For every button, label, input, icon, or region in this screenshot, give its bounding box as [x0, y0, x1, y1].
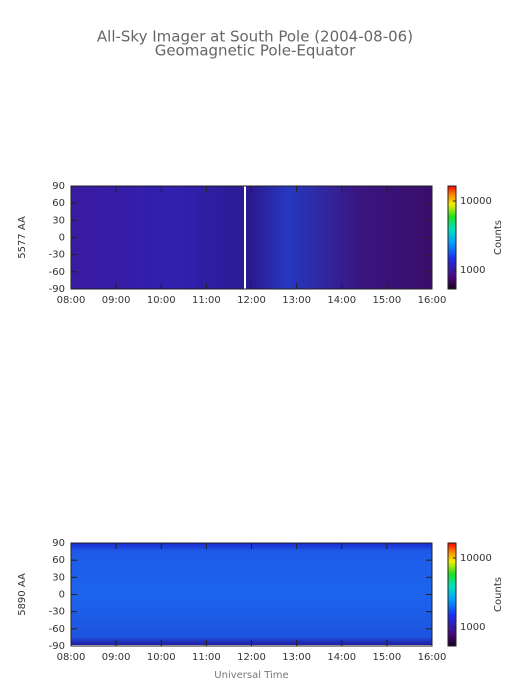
x-tick-label: 10:00: [147, 652, 176, 663]
colorbar-label: Counts: [493, 220, 504, 255]
colorbar-tick-label: 1000: [460, 265, 485, 276]
y-tick-label: -90: [49, 641, 65, 652]
colorbar-label: Counts: [493, 577, 504, 612]
chart-subtitle: Geomagnetic Pole-Equator: [155, 42, 356, 60]
keogram-image: [71, 543, 432, 645]
keogram-image: [71, 186, 432, 289]
x-tick-label: 11:00: [192, 295, 221, 306]
colorbar-tick-label: 1000: [460, 622, 485, 633]
y-tick-label: 60: [52, 555, 65, 566]
x-tick-label: 08:00: [57, 652, 86, 663]
y-tick-label: -60: [49, 624, 65, 635]
x-tick-label: 10:00: [147, 295, 176, 306]
x-tick-label: 13:00: [282, 652, 311, 663]
chart-title: All-Sky Imager at South Pole (2004-08-06…: [97, 28, 413, 46]
colorbar-tick-label: 10000: [460, 553, 492, 564]
x-axis-label: Universal Time: [214, 670, 288, 680]
x-tick-label: 15:00: [372, 295, 401, 306]
colorbar: [447, 185, 457, 290]
y-tick-label: 30: [52, 572, 65, 583]
x-tick-label: 09:00: [102, 652, 131, 663]
y-tick-label: 30: [52, 215, 65, 226]
data-gap: [244, 186, 246, 289]
colorbar-tick-label: 10000: [460, 196, 492, 207]
y-tick-label: -30: [49, 250, 65, 261]
x-tick-label: 14:00: [327, 652, 356, 663]
x-tick-label: 16:00: [418, 295, 447, 306]
x-tick-label: 14:00: [327, 295, 356, 306]
y-axis-label: 5577 AA: [17, 216, 28, 259]
x-tick-label: 16:00: [418, 652, 447, 663]
y-axis-label: 5890 AA: [17, 573, 28, 616]
x-tick-label: 12:00: [237, 652, 266, 663]
x-tick-label: 12:00: [237, 295, 266, 306]
colorbar: [447, 542, 457, 647]
y-tick-label: 0: [59, 233, 65, 244]
y-tick-label: 60: [52, 198, 65, 209]
y-tick-label: 90: [52, 181, 65, 192]
y-tick-label: 90: [52, 538, 65, 549]
y-tick-label: -60: [49, 267, 65, 278]
x-tick-label: 15:00: [372, 652, 401, 663]
y-tick-label: -90: [49, 284, 65, 295]
x-tick-label: 13:00: [282, 295, 311, 306]
x-tick-label: 08:00: [57, 295, 86, 306]
x-tick-label: 11:00: [192, 652, 221, 663]
y-tick-label: -30: [49, 607, 65, 618]
y-tick-label: 0: [59, 590, 65, 601]
x-tick-label: 09:00: [102, 295, 131, 306]
